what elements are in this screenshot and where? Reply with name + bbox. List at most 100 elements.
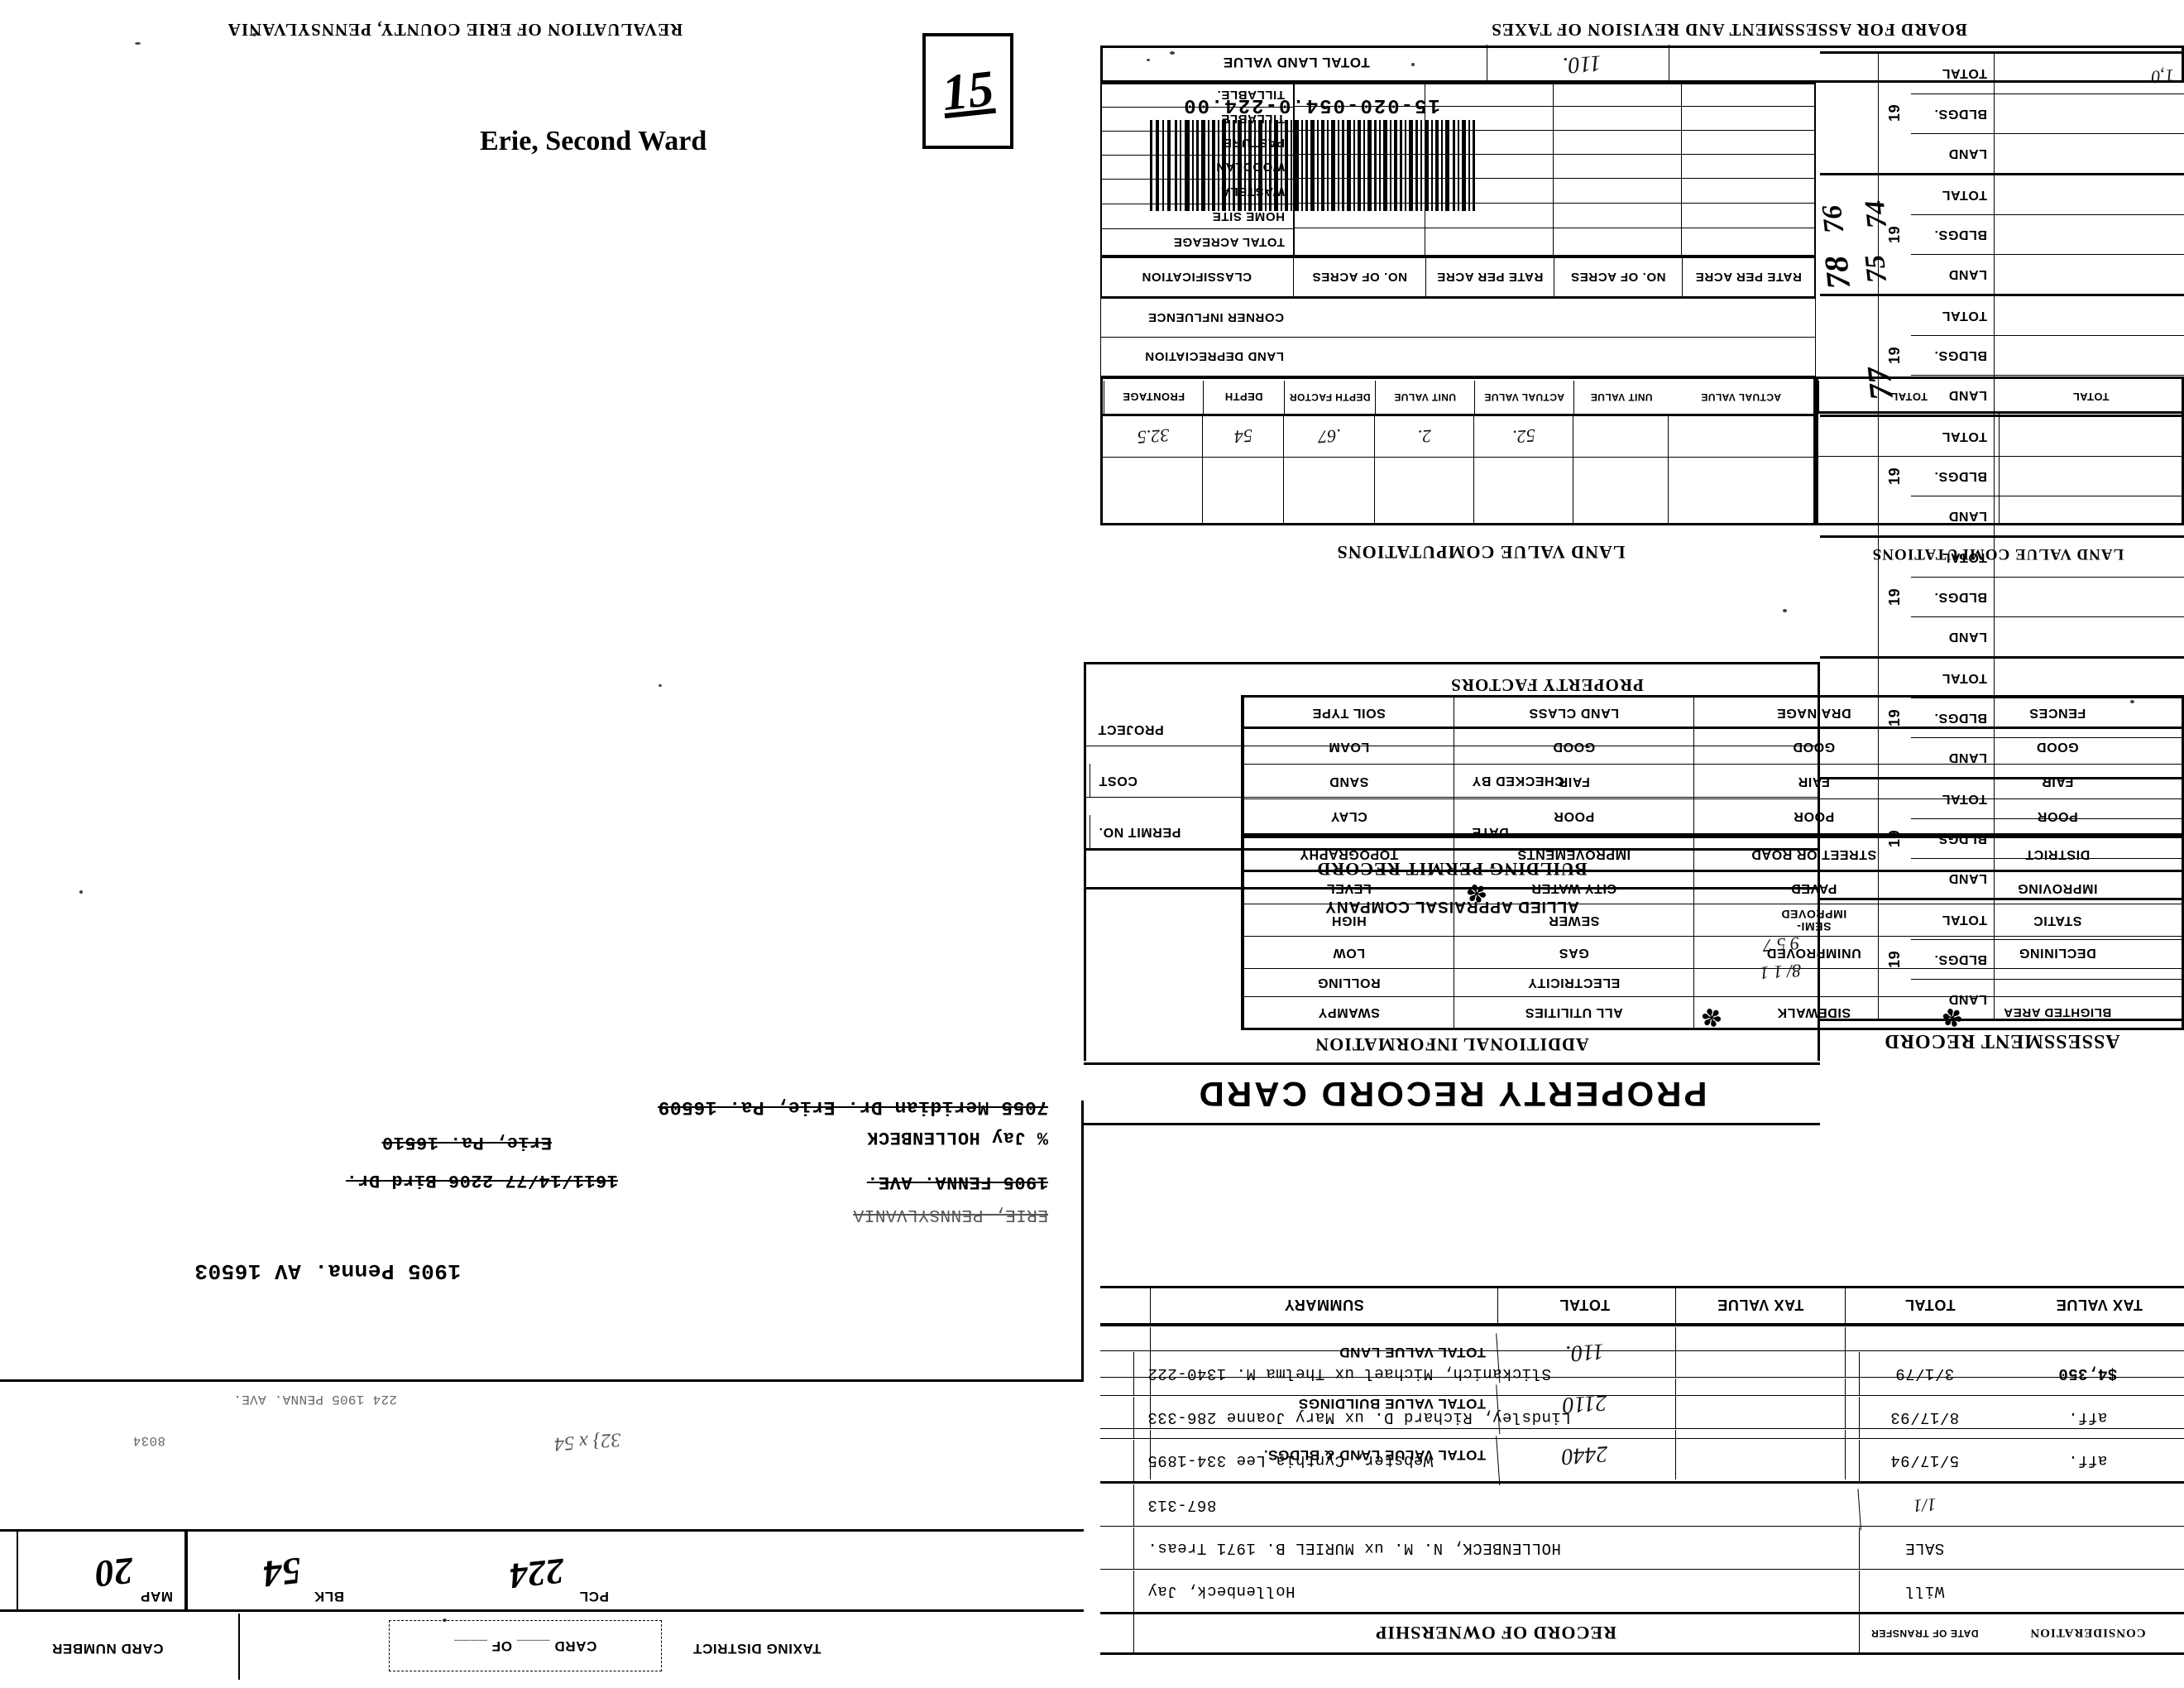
banner-right-text: REVALUATION OF ERIE COUNTY, PENNSYLVANIA (227, 20, 683, 40)
owner-line-7: 1611/14/77 2206 Bird Dr. (346, 1170, 618, 1191)
total-land-value-label: TOTAL LAND VALUE (1223, 55, 1370, 71)
divider (1669, 45, 1670, 80)
banner-left-text: BOARD FOR ASSESSMENT AND REVISION OF TAX… (1491, 20, 1967, 40)
lvc-header-unit-value-1: UNIT VALUE (1375, 381, 1474, 414)
lot-dimension-note: 32} x 54 (553, 1428, 622, 1455)
bpr-header-cost: COST (1090, 764, 1462, 797)
assessment-label-land: LAND (1911, 858, 1994, 898)
col-header-rate-per-acre-2: RATE PER ACRE (1682, 258, 1814, 296)
assessment-year-group: 19 LAND BLDGS. TOTAL (1820, 416, 2184, 538)
land-value-computations-caption: LAND VALUE COMPUTATIONS (1336, 542, 1626, 563)
card-number-label: CARD NUMBER (51, 1640, 164, 1657)
assessment-label-total: TOTAL (1942, 671, 1987, 685)
building-permit-record-title: BUILDING PERMIT RECORD (1316, 859, 1588, 880)
lvc-actual-value-1: 52. (1511, 425, 1536, 448)
land-row-label-total-acreage: TOTAL ACREAGE (1100, 228, 1293, 255)
assessment-value-land (1994, 254, 2184, 294)
assessment-label-land: LAND (1911, 616, 1994, 656)
ownership-consideration (1991, 1527, 2184, 1569)
bpr-row-permit: PERMIT NO. DATE (1086, 797, 1818, 848)
owner-line-2: 1905 FENNA. AVE. (866, 1172, 1048, 1192)
lvc-header-depth: DEPTH (1203, 381, 1284, 414)
assessment-value-bldgs (1994, 939, 2184, 979)
col-header-classification: CLASSIFICATION (1141, 270, 1252, 285)
pcl-label: PCL (579, 1589, 609, 1604)
assessment-label-bldgs: BLDGS. (1911, 818, 1994, 858)
assessment-total-handwritten: 1,0 (2150, 65, 2175, 88)
divider (1487, 45, 1488, 80)
assessment-label-total: TOTAL (1942, 429, 1987, 444)
assessment-value-land (1994, 133, 2184, 173)
assessment-year-group: 19 LAND BLDGS. TOTAL (1820, 658, 2184, 779)
assessment-label-bldgs: BLDGS. (1911, 214, 1994, 254)
assessment-label-bldgs: BLDGS. (1911, 577, 1994, 616)
ownership-consideration (1991, 1571, 2184, 1612)
assessment-value-bldgs (1994, 335, 2184, 375)
assessment-value-bldgs (1994, 577, 2184, 616)
assessment-year-group: 19 LAND BLDGS. TOTAL (1820, 537, 2184, 659)
stamp-box: 15 (922, 33, 1013, 149)
assessment-value-land (1994, 979, 2184, 1019)
card-of-label: CARD ____ OF ____ (453, 1638, 597, 1654)
assessment-value-bldgs (1994, 456, 2184, 496)
building-permit-record-block: BUILDING PERMIT RECORD PERMIT NO. DATE C… (1084, 662, 1820, 887)
bpr-header-project: PROJECT (1098, 722, 1164, 736)
additional-information-title: ADDITIONAL INFORMATION (1315, 1034, 1589, 1055)
assessment-year-box: 19 (1878, 899, 1911, 1019)
map-label: MAP (140, 1589, 173, 1604)
banner-left: BOARD FOR ASSESSMENT AND REVISION OF TAX… (1398, 12, 2060, 40)
land-value-computations: 32.5 54 .67 2. 52. FRONTAGE DEPTH DEPTH … (1100, 376, 1816, 525)
total-land-value-handwritten: 110. (1561, 50, 1602, 79)
assessment-value-land (1994, 737, 2184, 777)
assessment-year-value-75: 75 (1859, 253, 1894, 285)
assessment-label-bldgs: BLDGS. (1911, 939, 1994, 979)
blk-value: 54 (261, 1549, 304, 1596)
col-header-no-of-acres-2: NO. OF ACRES (1554, 258, 1682, 296)
assessment-value-total (1994, 537, 2184, 577)
pcl-value: 224 (507, 1550, 567, 1597)
ownership-date-of-transfer: Will (1859, 1571, 1990, 1612)
assessment-value-land (1994, 496, 2184, 535)
ownership-name: 867-313 (1133, 1484, 1857, 1526)
map-cell: MAP 20 (17, 1530, 186, 1609)
lvc-depth-value: 54 (1233, 425, 1253, 448)
lvc-header-frontage: FRONTAGE (1104, 381, 1203, 414)
pcl-cell: PCL 224 (356, 1530, 620, 1609)
owner-line-5: 7055 Meridian Dr. Erie, Pa. 16509 (658, 1096, 1048, 1118)
ownership-rows: 867-313 1/1 HOLLENBECK, N. M. ux MURIEL … (1100, 1479, 2184, 1612)
assessment-value-total (1994, 295, 2184, 335)
assessment-label-total: TOTAL (1942, 792, 1987, 806)
assessment-value-bldgs (1994, 214, 2184, 254)
assessment-year-group: 19 LAND BLDGS. TOTAL (1820, 779, 2184, 900)
assessment-year-group: 19 78 76 75 74 LAND BLDGS. TOTAL (1817, 175, 2184, 296)
assessment-label-total: TOTAL (1942, 309, 1987, 323)
main-title-bar: PROPERTY RECORD CARD (1084, 1062, 1820, 1125)
card-footer-divider (238, 1614, 240, 1680)
barcode-value: 15-020-054.0-224.00 (1182, 94, 1440, 117)
bpr-row-cost: COST CHECKED BY (1086, 746, 1818, 797)
ownership-header-row: RECORD OF OWNERSHIP DATE OF TRANSFER CON… (1100, 1612, 2184, 1655)
lvc-data-row: 32.5 54 .67 2. 52. (1103, 414, 1813, 457)
assessment-year-box: 19 (1878, 779, 1911, 898)
ownership-name: Webster, Cynthia Lee 334-1895 (1133, 1440, 1857, 1481)
blk-cell: BLK 54 (186, 1530, 356, 1609)
assessment-label-total: TOTAL (1942, 188, 1987, 202)
assessment-value-bldgs (1994, 818, 2184, 858)
ownership-date-of-transfer: 8/17/93 (1859, 1397, 1990, 1438)
assessment-label-land: LAND (1911, 133, 1994, 173)
assessment-label-bldgs: BLDGS. (1911, 335, 1994, 375)
assessment-label-bldgs: BLDGS. (1911, 94, 1994, 133)
assessment-year-box: 19 (1878, 52, 1911, 173)
col-header-no-of-acres-1: NO. OF ACRES (1293, 258, 1425, 296)
ownership-name: Hollenbeck, Jay (1133, 1571, 1857, 1612)
assessment-groups: 19 LAND BLDGS. TOTAL 19 LAND BLDGS. (1817, 49, 2184, 1021)
land-summary-block: TOTAL LAND VALUE 110. TOTAL ACREAGE HOME… (1100, 45, 2184, 662)
owner-line-3: ERIE, PENNSYLVANIA (853, 1205, 1048, 1224)
ownership-consideration: $4,350 (2057, 1364, 2118, 1383)
lvc-header-depth-factor: DEPTH FACTOR (1284, 381, 1375, 414)
summary-header-row: SUMMARY TOTAL TAX VALUE TOTAL TAX VALUE (1100, 1286, 2184, 1326)
assessment-value-total (1994, 779, 2184, 818)
appraiser-name: ALLIED APPRAISAL COMPANY (1324, 898, 1579, 915)
map-value: 20 (93, 1549, 136, 1596)
